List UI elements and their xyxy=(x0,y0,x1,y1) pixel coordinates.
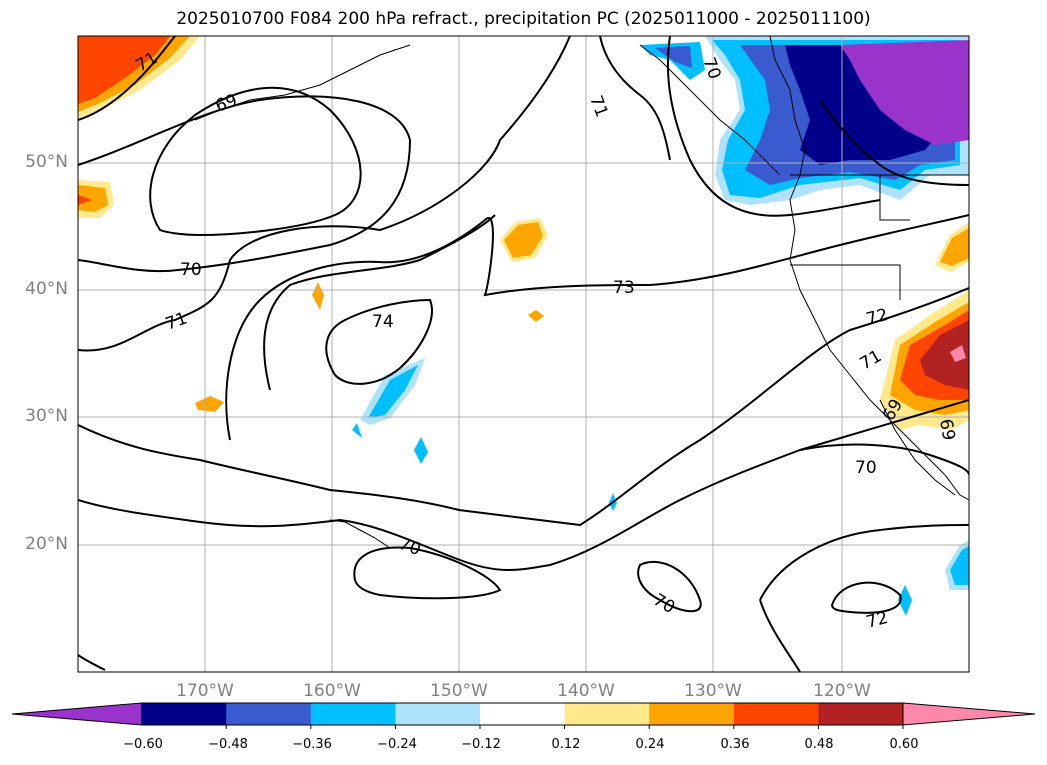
lon-label: 140°W xyxy=(557,681,615,701)
contour-label: 72 xyxy=(864,305,890,330)
contour-label: 73 xyxy=(613,278,635,298)
colorbar-arrow-right xyxy=(902,702,1036,726)
colorbar-segment xyxy=(310,703,396,725)
colorbar-tick: −0.60 xyxy=(123,737,163,752)
colorbar-segment xyxy=(395,703,481,725)
precip-negative-purple xyxy=(840,40,969,145)
lat-label: 20°N xyxy=(25,534,68,554)
colorbar-tick: 0.24 xyxy=(635,737,665,752)
contour-label: 70 xyxy=(855,458,877,478)
contours xyxy=(78,36,969,672)
colorbar xyxy=(11,702,1036,729)
gridlines xyxy=(78,36,969,672)
colorbar-tick: −0.24 xyxy=(377,737,417,752)
lon-label: 120°W xyxy=(813,681,871,701)
colorbar-segment xyxy=(649,703,735,725)
colorbar-segment xyxy=(818,703,904,725)
contour-label: 69 xyxy=(935,417,958,442)
lon-label: 130°W xyxy=(684,681,742,701)
contour-label: 71 xyxy=(585,93,611,120)
colorbar-tick: 0.12 xyxy=(551,737,581,752)
contour-label: 70 xyxy=(650,590,679,618)
colorbar-tick: −0.36 xyxy=(292,737,332,752)
colorbar-segment xyxy=(226,703,312,725)
colorbar-tick: 0.48 xyxy=(804,737,834,752)
contour-label: 71 xyxy=(857,346,886,374)
colorbar-frame xyxy=(141,702,904,726)
lon-label: 150°W xyxy=(430,681,488,701)
lat-label: 30°N xyxy=(25,406,68,426)
lon-label: 160°W xyxy=(303,681,361,701)
lat-label: 50°N xyxy=(25,152,68,172)
contour-label: 70 xyxy=(180,260,202,280)
colorbar-tick: −0.48 xyxy=(208,737,248,752)
colorbar-segment xyxy=(733,703,819,725)
colorbar-segment xyxy=(480,703,566,725)
colorbar-segment xyxy=(564,703,650,725)
colorbar-tick: 0.36 xyxy=(720,737,750,752)
lon-label: 170°W xyxy=(176,681,234,701)
colorbar-tick: −0.12 xyxy=(461,737,501,752)
contour-label: 74 xyxy=(372,312,394,332)
contour-label: 71 xyxy=(163,309,190,335)
lat-label: 40°N xyxy=(25,279,68,299)
contour-label: 70 xyxy=(396,534,423,560)
colorbar-segment xyxy=(141,703,227,725)
precip-fills xyxy=(78,36,969,616)
map-title: 2025010700 F084 200 hPa refract., precip… xyxy=(176,9,871,29)
colorbar-tick: 0.60 xyxy=(889,737,919,752)
plot-frame xyxy=(77,35,970,673)
colorbar-arrow-left xyxy=(11,702,143,726)
